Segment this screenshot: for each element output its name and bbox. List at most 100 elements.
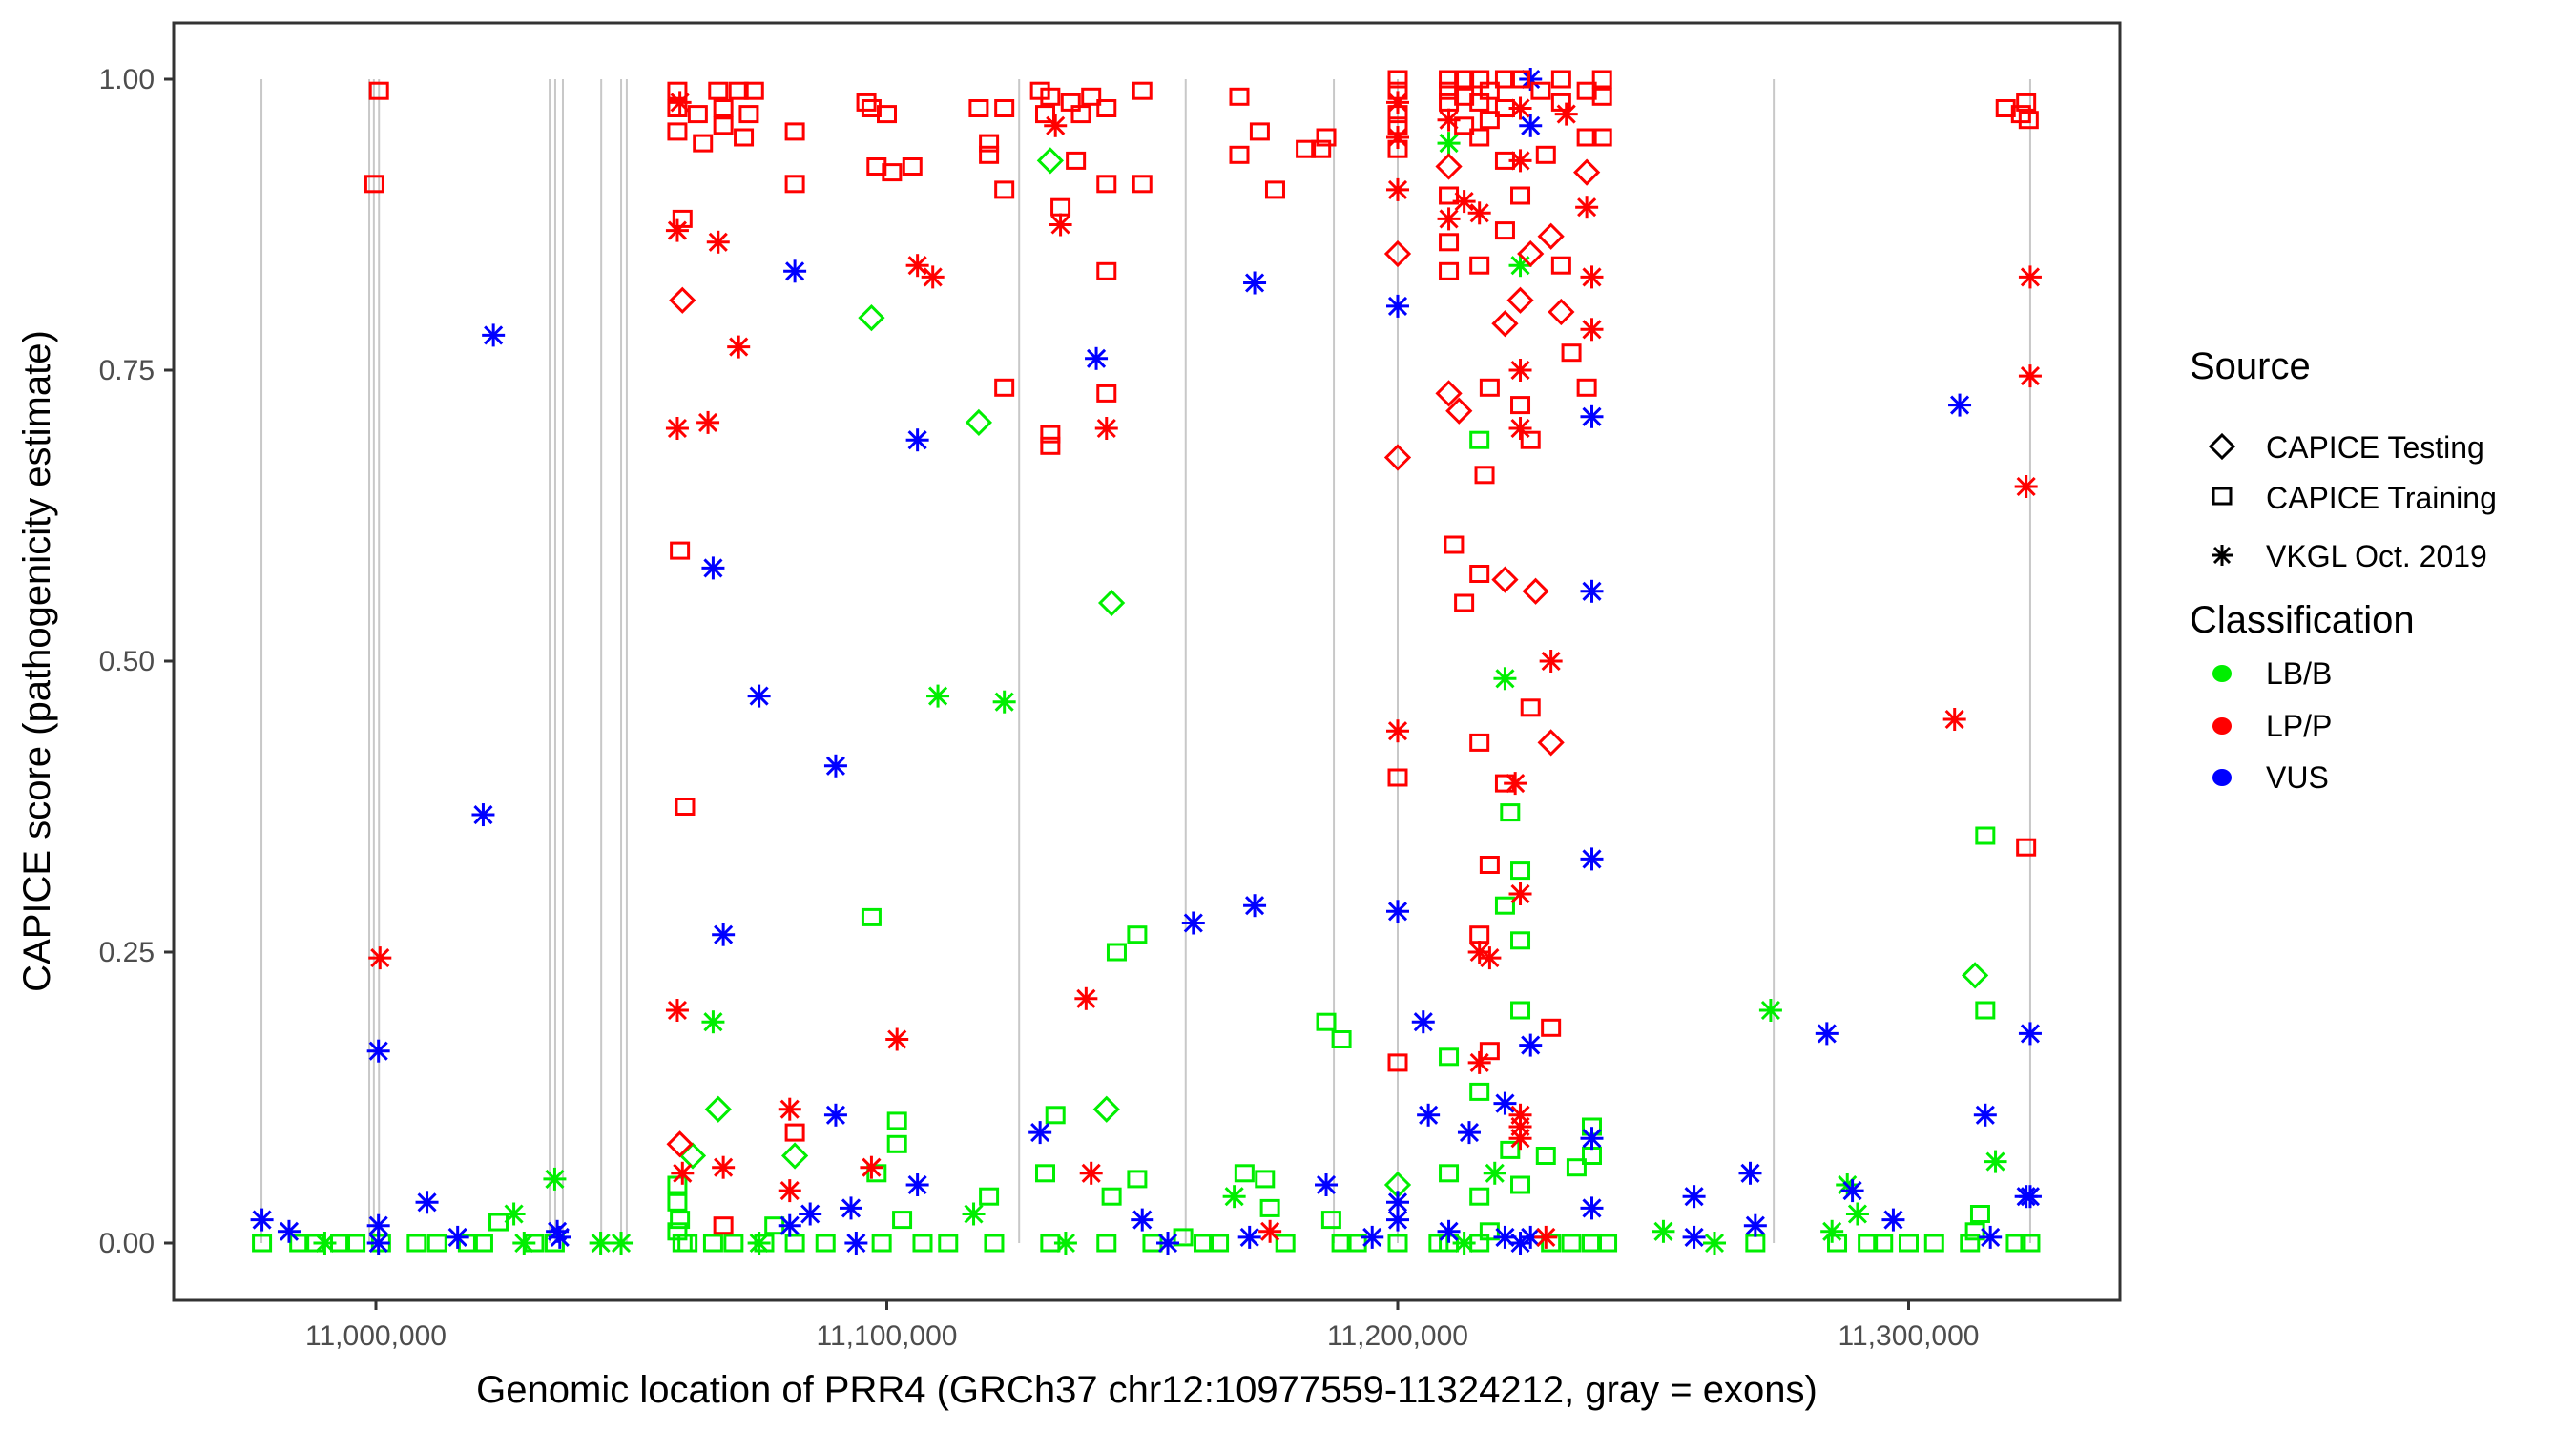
point-training [1096, 99, 1117, 117]
point-training [1439, 70, 1460, 89]
point-training [2016, 838, 2037, 857]
y-axis: 0.00 0.25 0.50 0.75 1.00 [99, 64, 174, 1259]
point-vkgl [840, 1196, 863, 1220]
point-vkgl [1243, 271, 1267, 295]
point-training [984, 1234, 1005, 1253]
point-vkgl [1437, 132, 1461, 156]
legend-item-lpp: LP/P [2212, 709, 2332, 743]
point-testing [1573, 158, 1601, 186]
point-vkgl [366, 1213, 390, 1237]
point-training [784, 1234, 805, 1253]
point-training [252, 1234, 273, 1253]
point-training [1070, 105, 1091, 124]
point-training [670, 541, 691, 560]
point-vkgl [905, 428, 929, 452]
point-training [1510, 1175, 1531, 1194]
point-vkgl [1984, 1150, 2007, 1173]
point-vkgl [844, 1232, 868, 1255]
point-vkgl [482, 323, 506, 347]
point-vkgl [1820, 1219, 1844, 1243]
point-training [1469, 1082, 1490, 1101]
legend-title-source: Source [2190, 345, 2311, 387]
point-training [1591, 87, 1612, 106]
point-training [713, 116, 734, 135]
point-vkgl [1845, 1202, 1869, 1226]
legend-title-classification: Classification [2190, 599, 2415, 641]
point-training [1541, 1234, 1562, 1253]
y-tick-label: 0.75 [99, 355, 155, 386]
point-training [1591, 70, 1612, 89]
point-vkgl [926, 684, 950, 708]
point-vkgl [1519, 114, 1543, 137]
point-vkgl [1386, 294, 1409, 318]
legend-item-vus: VUS [2212, 760, 2329, 795]
point-training [1469, 565, 1490, 583]
point-training [1454, 593, 1475, 612]
point-training [856, 93, 877, 112]
point-vkgl [696, 410, 720, 434]
point-vkgl [1508, 359, 1532, 382]
legend-label: CAPICE Training [2266, 481, 2497, 515]
point-vkgl [1243, 894, 1267, 918]
point-training [994, 99, 1015, 117]
point-vkgl [2018, 1022, 2042, 1046]
point-testing [965, 408, 993, 437]
point-vkgl [1758, 999, 1782, 1022]
point-training [1597, 1234, 1618, 1253]
point-training [1469, 70, 1490, 89]
point-training [1234, 1164, 1255, 1183]
point-training [1454, 116, 1475, 135]
point-training [1132, 175, 1153, 194]
point-vkgl [1534, 1225, 1558, 1249]
point-training [784, 175, 805, 194]
point-training [1316, 1012, 1337, 1031]
point-vkgl [778, 1213, 801, 1237]
point-training [979, 134, 1000, 153]
point-vkgl [1580, 265, 1604, 289]
point-training [979, 1187, 1000, 1206]
point-vkgl [1386, 719, 1409, 743]
point-vkgl [1386, 177, 1409, 201]
point-training [968, 99, 989, 117]
point-vkgl [548, 1225, 571, 1249]
point-training [406, 1234, 427, 1253]
point-training [1387, 768, 1408, 787]
legend-item-lbb: LB/B [2212, 656, 2332, 691]
point-vkgl [502, 1202, 526, 1226]
point-testing [1445, 397, 1473, 425]
point-vkgl [1682, 1225, 1706, 1249]
x-tick-label: 11,300,000 [1839, 1320, 1980, 1352]
point-training [1479, 81, 1500, 100]
point-training [1858, 1234, 1879, 1253]
point-vkgl [1467, 1050, 1491, 1074]
point-training [912, 1234, 933, 1253]
point-vkgl [1079, 1161, 1103, 1185]
point-testing [858, 303, 885, 332]
point-training [368, 81, 389, 100]
point-training [1316, 128, 1337, 147]
point-training [1096, 261, 1117, 280]
point-training [1494, 896, 1515, 915]
point-training [2020, 1234, 2041, 1253]
point-training [861, 907, 882, 926]
point-training [364, 175, 384, 194]
point-vkgl [1181, 911, 1205, 935]
point-training [994, 180, 1015, 199]
point-training [886, 1134, 907, 1153]
legend-label: CAPICE Testing [2266, 430, 2484, 465]
point-vkgl [1049, 213, 1072, 237]
point-training [1096, 384, 1117, 403]
point-training [2018, 111, 2039, 130]
point-training [861, 99, 882, 117]
point-training [1439, 261, 1460, 280]
y-tick-label: 0.50 [99, 646, 155, 677]
point-training [1510, 186, 1531, 205]
point-vkgl [250, 1208, 274, 1232]
point-vkgl [1417, 1103, 1441, 1127]
point-training [693, 134, 714, 153]
point-training [1229, 87, 1250, 106]
point-training [1541, 1018, 1562, 1037]
point-vkgl [823, 1103, 847, 1127]
point-vkgl [1386, 91, 1409, 114]
point-testing [1537, 222, 1565, 250]
